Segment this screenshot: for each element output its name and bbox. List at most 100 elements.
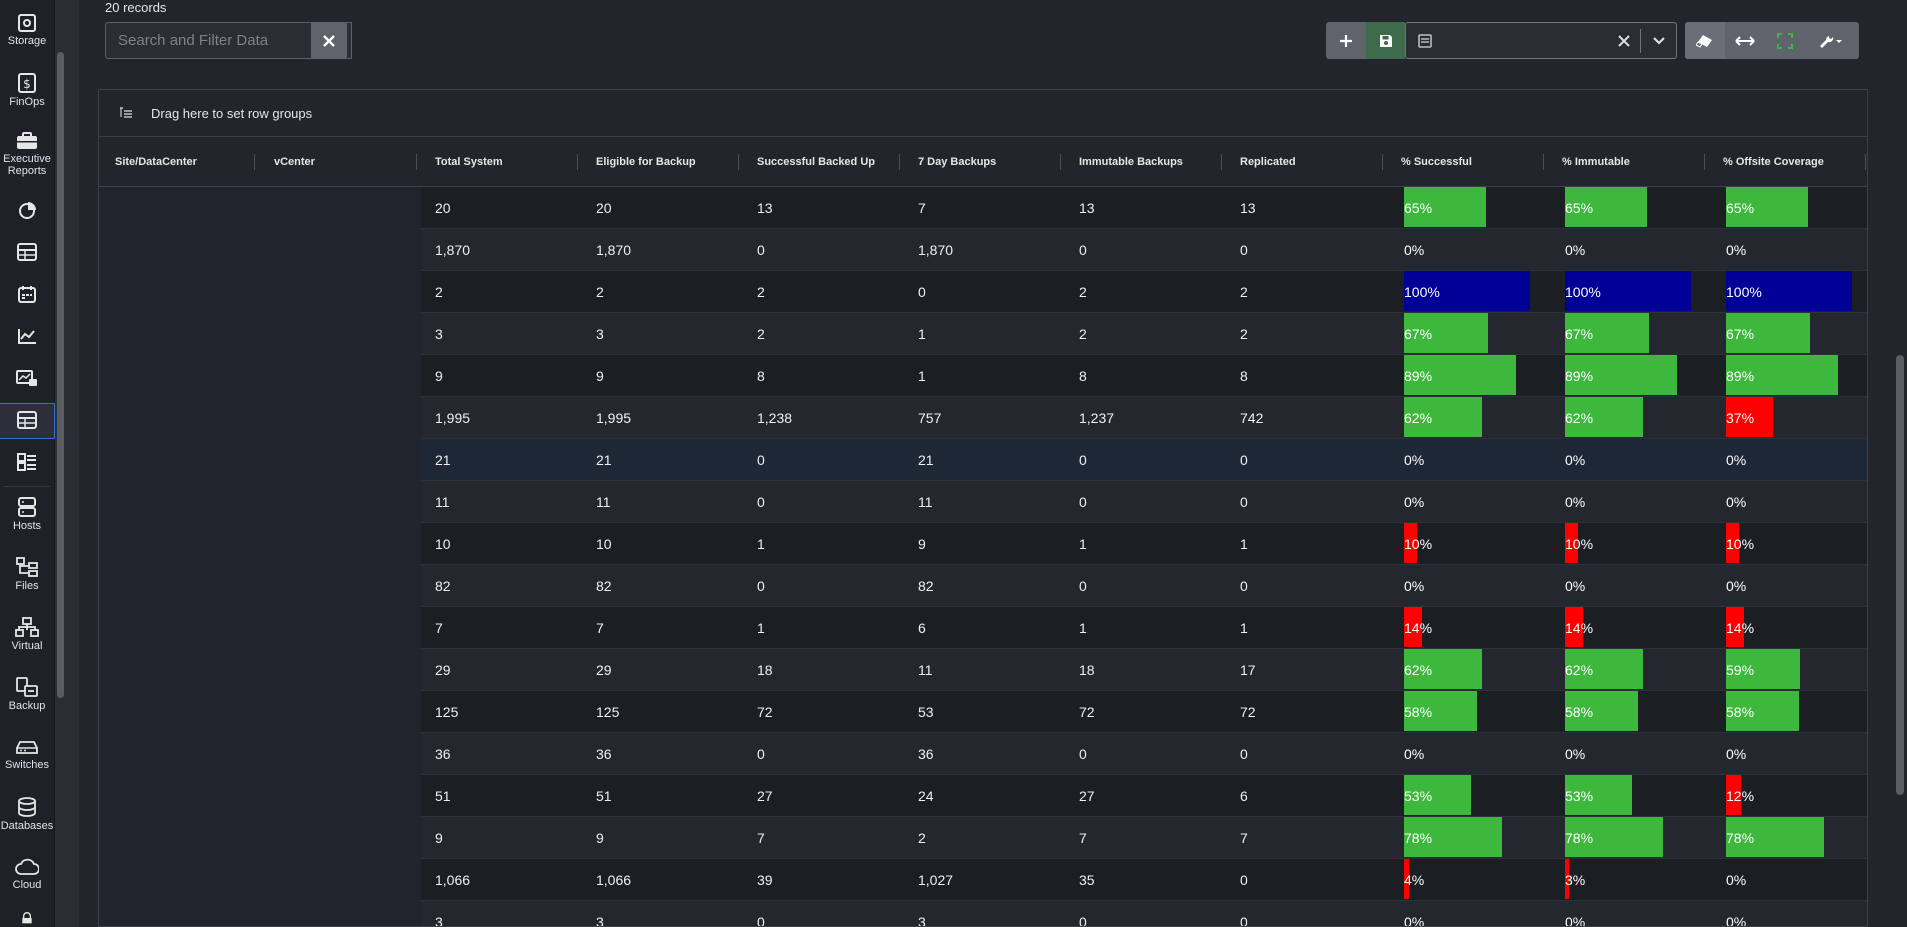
pct-bar	[1565, 187, 1647, 227]
eraser-icon	[1696, 34, 1712, 48]
cell-seven-day: 3	[918, 914, 926, 927]
cell-successful: 1	[757, 620, 765, 636]
plus-icon	[1340, 34, 1352, 47]
table-row[interactable]: 36 36 0 36 0 0 0% 0% 0%	[421, 733, 1867, 775]
row-group-panel[interactable]: Drag here to set row groups	[99, 90, 1867, 137]
column-header-pct-immutable[interactable]: % Immutable	[1562, 156, 1630, 168]
table-row[interactable]: 2 2 2 0 2 2 100% 100% 100%	[421, 271, 1867, 313]
sidebar-item-table-active[interactable]	[0, 403, 55, 439]
sidebar-item-executive-reports[interactable]: Executive Reports	[0, 126, 54, 182]
column-resize-handle[interactable]	[254, 154, 255, 170]
table-row[interactable]: 82 82 0 82 0 0 0% 0% 0%	[421, 565, 1867, 607]
wrench-icon	[1820, 35, 1842, 48]
sidebar-item-switches[interactable]: Switches	[0, 732, 54, 776]
sidebar-item-cloud[interactable]: Cloud	[0, 852, 54, 896]
add-view-button[interactable]	[1326, 22, 1366, 59]
table-row[interactable]: 11 11 0 11 0 0 0% 0% 0%	[421, 481, 1867, 523]
cell-immutable: 0	[1079, 746, 1087, 762]
cell-eligible: 11	[596, 494, 611, 510]
column-header-replicated[interactable]: Replicated	[1240, 156, 1296, 168]
sidebar-item-finops[interactable]: $ FinOps	[0, 68, 54, 112]
sidebar-item-backup[interactable]: Backup	[0, 672, 54, 716]
table-row[interactable]: 29 29 18 11 18 17 62% 62% 59%	[421, 649, 1867, 691]
column-resize-handle[interactable]	[1382, 154, 1383, 170]
table-row[interactable]: 1,066 1,066 39 1,027 35 0 4% 3% 0%	[421, 859, 1867, 901]
search-input[interactable]	[106, 23, 351, 58]
table-row[interactable]: 3 3 0 3 0 0 0% 0% 0%	[421, 901, 1867, 927]
autosize-columns-button[interactable]	[1725, 22, 1765, 59]
view-select[interactable]	[1405, 22, 1677, 59]
sidebar-item-report-chart[interactable]	[0, 364, 54, 394]
pct-label: 100%	[1726, 283, 1762, 300]
column-header-eligible[interactable]: Eligible for Backup	[596, 156, 696, 168]
sidebar-item-more[interactable]	[0, 912, 54, 927]
pct-label: 100%	[1565, 283, 1601, 300]
column-resize-handle[interactable]	[1060, 154, 1061, 170]
cell-eligible: 29	[596, 662, 612, 678]
column-resize-handle[interactable]	[1221, 154, 1222, 170]
sidebar-item-dashboard-list[interactable]	[0, 448, 54, 478]
close-icon[interactable]	[1618, 35, 1630, 47]
pct-label: 0%	[1726, 451, 1747, 468]
table-row[interactable]: 1,870 1,870 0 1,870 0 0 0% 0% 0%	[421, 229, 1867, 271]
sidebar-item-files[interactable]: Files	[0, 552, 54, 596]
sidebar-divider	[4, 486, 50, 487]
pct-label: 0%	[1404, 493, 1425, 510]
table-row[interactable]: 125 125 72 53 72 72 58% 58% 58%	[421, 691, 1867, 733]
column-resize-handle[interactable]	[1704, 154, 1705, 170]
column-header-site[interactable]: Site/DataCenter	[115, 156, 197, 168]
column-resize-handle[interactable]	[1543, 154, 1544, 170]
sidebar-item-label: FinOps	[9, 95, 45, 108]
table-row[interactable]: 1,995 1,995 1,238 757 1,237 742 62% 62% 37%	[421, 397, 1867, 439]
row-groups-icon	[120, 107, 132, 118]
column-header-pct-offsite[interactable]: % Offsite Coverage	[1723, 156, 1824, 168]
fullscreen-button[interactable]	[1765, 22, 1805, 59]
sidebar-item-table[interactable]	[0, 238, 54, 268]
sidebar-item-databases[interactable]: Databases	[0, 792, 54, 836]
table-row[interactable]: 10 10 1 9 1 1 10% 10% 10%	[421, 523, 1867, 565]
cell-successful: 1,238	[757, 410, 793, 426]
pct-immutable-cell: 3%	[1565, 859, 1691, 900]
sidebar-item-hosts[interactable]: Hosts	[0, 492, 54, 536]
column-header-successful[interactable]: Successful Backed Up	[757, 156, 875, 168]
column-header-7-day[interactable]: 7 Day Backups	[918, 156, 997, 168]
pct-label: 78%	[1404, 829, 1433, 846]
pct-bar	[1726, 523, 1739, 563]
table-row[interactable]: 9 9 7 2 7 7 78% 78% 78%	[421, 817, 1867, 859]
search-clear-button[interactable]	[311, 22, 347, 59]
table-row[interactable]: 21 21 0 21 0 0 0% 0% 0%	[421, 439, 1867, 481]
table-row[interactable]: 3 3 2 1 2 2 67% 67% 67%	[421, 313, 1867, 355]
pct-immutable-cell: 78%	[1565, 817, 1691, 858]
table-icon	[17, 242, 37, 261]
page-scrollbar[interactable]	[1896, 355, 1904, 795]
chevron-down-icon[interactable]	[1652, 36, 1666, 46]
sidebar-scrollbar[interactable]	[57, 52, 64, 698]
pct-immutable-cell: 62%	[1565, 397, 1691, 438]
save-view-button[interactable]	[1366, 22, 1405, 59]
pct-bar	[1726, 397, 1773, 437]
table-row[interactable]: 7 7 1 6 1 1 14% 14% 14%	[421, 607, 1867, 649]
column-resize-handle[interactable]	[416, 154, 417, 170]
table-row[interactable]: 9 9 8 1 8 8 89% 89% 89%	[421, 355, 1867, 397]
table-row[interactable]: 51 51 27 24 27 6 53% 53% 12%	[421, 775, 1867, 817]
table-row[interactable]: 20 20 13 7 13 13 65% 65% 65%	[421, 187, 1867, 229]
column-header-vcenter[interactable]: vCenter	[274, 156, 315, 168]
column-header-immutable-backups[interactable]: Immutable Backups	[1079, 156, 1183, 168]
sidebar-item-calendar[interactable]	[0, 280, 54, 310]
column-header-total-system[interactable]: Total System	[435, 156, 503, 168]
pct-successful-cell: 0%	[1404, 439, 1530, 480]
column-resize-handle[interactable]	[577, 154, 578, 170]
sidebar-item-line-chart[interactable]	[0, 322, 54, 352]
column-resize-handle[interactable]	[1865, 154, 1866, 170]
sidebar-item-virtual[interactable]: Virtual	[0, 612, 54, 656]
column-header-pct-successful[interactable]: % Successful	[1401, 156, 1472, 168]
sidebar-item-storage[interactable]: Storage	[0, 8, 54, 52]
clear-filters-button[interactable]	[1685, 22, 1725, 59]
sidebar-item-pie-chart[interactable]	[0, 196, 54, 226]
pct-immutable-cell: 65%	[1565, 187, 1691, 228]
column-resize-handle[interactable]	[899, 154, 900, 170]
pct-label: 14%	[1404, 619, 1433, 636]
settings-menu-button[interactable]	[1807, 22, 1855, 59]
column-resize-handle[interactable]	[738, 154, 739, 170]
cell-eligible: 3	[596, 326, 604, 342]
